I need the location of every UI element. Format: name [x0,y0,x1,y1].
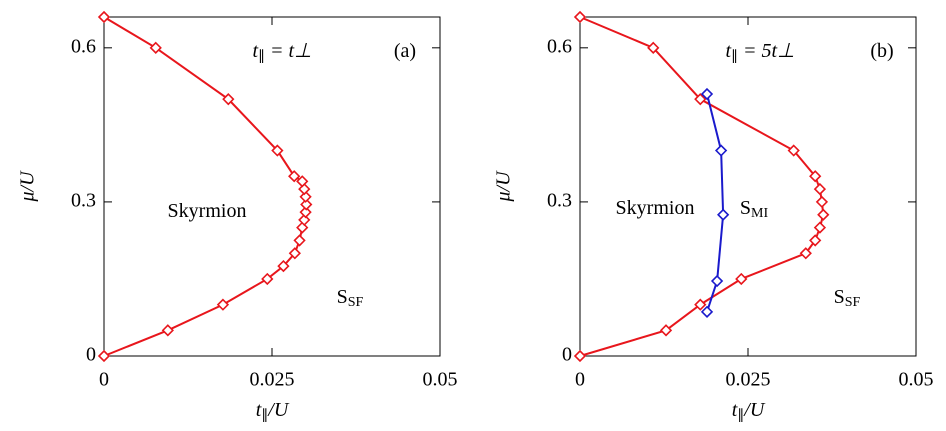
data-point [799,247,812,260]
annotation: t∥ = t⊥ [252,40,311,65]
annotation-sub: MI [751,206,768,221]
data-point [809,234,822,247]
data-point [714,144,728,157]
data-point [735,272,748,286]
data-point [710,274,724,288]
y-tick-label: 0.6 [547,35,572,57]
data-point [149,41,162,54]
x-axis-label: t∥/U [732,399,766,424]
annotation-sub: ∥ [731,49,738,64]
data-point [700,87,714,101]
y-tick-label: 0 [562,344,572,366]
annotation-main: (b) [870,40,893,62]
data-point [97,349,111,363]
data-point [573,10,587,24]
plot-frame [103,16,441,357]
annotation-sub: SF [845,295,861,310]
x-tick-label: 0 [99,369,109,391]
annotation-main: S [337,286,348,308]
annotation: (b) [870,40,893,62]
y-axis-label: μ/U [493,170,515,203]
x-tick-label: 0.025 [726,369,771,391]
data-point [288,170,301,183]
data-point [300,198,313,211]
data-point [817,208,830,221]
x-axis-label-sub: ∥ [737,408,744,423]
x-axis-label-rest: /U [267,399,290,421]
y-tick-label: 0.6 [71,35,96,57]
data-point [647,41,660,54]
series-line [103,16,308,357]
x-tick-label: 0.025 [250,369,295,391]
y-axis-label: μ/U [17,170,39,203]
data-point [97,10,111,24]
x-axis-label-sub: ∥ [261,408,268,423]
y-tick-label: 0 [86,344,96,366]
data-point [694,298,707,311]
data-point [573,349,587,363]
annotation: t∥ = 5t⊥ [725,40,794,65]
data-point [815,195,829,209]
annotation-main: S [834,286,845,308]
data-point [293,234,306,247]
x-axis-label-main: t [732,399,738,421]
data-point [261,272,274,286]
data-point [277,259,290,273]
data-point [161,324,174,337]
x-axis-label: t∥/U [256,399,290,424]
data-point [296,175,309,188]
annotation-main: t [725,40,731,62]
annotation-rest: = t⊥ [265,40,311,62]
y-tick-label: 0.3 [547,190,572,212]
annotation-main: S [740,197,751,219]
data-point [271,144,284,157]
data-point [700,305,714,318]
annotation: Skyrmion [168,200,247,222]
annotation-main: Skyrmion [616,197,695,219]
data-point [694,93,707,106]
data-point [222,93,235,106]
x-tick-label: 0.05 [899,369,934,391]
data-point [299,206,312,219]
annotation: SMI [740,197,769,222]
data-point [717,208,730,221]
y-tick-label: 0.3 [71,190,96,212]
annotation: SSF [834,286,861,311]
x-axis-label-rest: /U [743,399,766,421]
annotation-main: Skyrmion [168,200,247,222]
data-point [813,221,827,234]
data-point [809,170,822,183]
plot-frame [579,16,917,357]
data-point [787,144,800,157]
annotation: (a) [394,40,416,62]
x-tick-label: 0.05 [423,369,458,391]
data-point [659,324,673,337]
annotation: SSF [337,286,364,311]
annotation-sub: SF [348,295,364,310]
data-point [299,190,312,203]
data-point [298,213,311,227]
annotation-main: (a) [394,40,416,62]
data-point [288,247,301,260]
data-point [216,298,230,311]
x-tick-label: 0 [575,369,585,391]
annotation-main: t [252,40,258,62]
x-axis-label-main: t [256,399,262,421]
annotation-sub: ∥ [258,49,265,64]
annotation-rest: = 5t⊥ [738,40,794,62]
data-point [813,182,827,196]
annotation: Skyrmion [616,197,695,219]
